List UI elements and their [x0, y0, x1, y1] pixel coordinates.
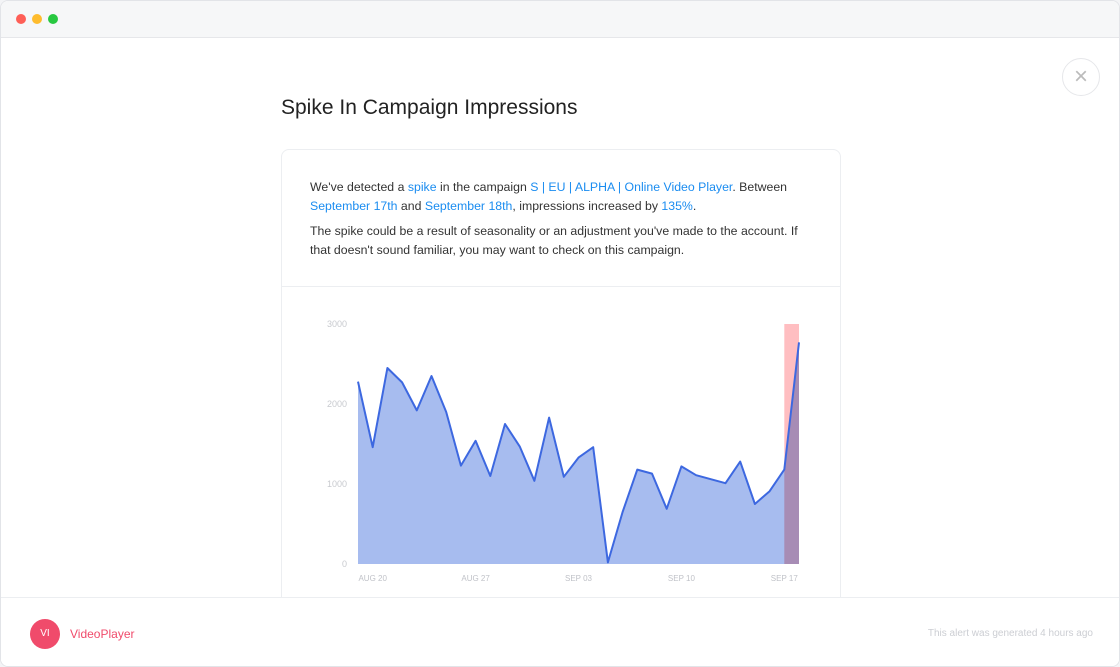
text: . Between	[732, 180, 788, 194]
campaign-link[interactable]: S | EU | ALPHA | Online Video Player	[530, 180, 733, 194]
end-date-link[interactable]: September 18th	[424, 198, 513, 213]
avatar: VI	[30, 619, 60, 649]
x-tick-label: AUG 20	[358, 574, 387, 583]
window-minimize-button[interactable]	[32, 14, 42, 24]
y-tick-label: 2000	[327, 399, 347, 409]
generated-timestamp: This alert was generated 4 hours ago	[927, 628, 1093, 639]
start-date-link[interactable]: September 17th	[310, 198, 398, 213]
text: We've detected a	[310, 180, 408, 194]
y-tick-label: 3000	[327, 319, 347, 329]
increase-percent: 135%	[661, 198, 693, 213]
footer: VI VideoPlayer This alert was generated …	[1, 597, 1119, 666]
window-maximize-button[interactable]	[48, 14, 58, 24]
area-fill	[358, 342, 799, 564]
account-name[interactable]: VideoPlayer	[70, 627, 135, 641]
alert-message: We've detected a spike in the campaign S…	[282, 150, 840, 287]
x-tick-label: SEP 17	[771, 574, 799, 583]
x-tick-label: SEP 03	[565, 574, 593, 583]
spike-link[interactable]: spike	[407, 180, 437, 194]
x-tick-label: SEP 10	[668, 574, 696, 583]
x-tick-label: AUG 27	[461, 574, 490, 583]
message-paragraph-1: We've detected a spike in the campaign S…	[310, 178, 812, 215]
text: and	[397, 198, 425, 213]
text: , impressions increased by	[512, 198, 662, 213]
text: in the campaign	[436, 180, 531, 194]
y-tick-label: 0	[342, 559, 347, 569]
spike-highlight	[784, 324, 799, 564]
text: .	[692, 198, 697, 213]
page-title: Spike In Campaign Impressions	[281, 96, 578, 119]
message-paragraph-2: The spike could be a result of seasonali…	[310, 224, 798, 257]
title-bar	[1, 1, 1119, 38]
close-icon[interactable]: ×	[1062, 58, 1100, 96]
window-close-button[interactable]	[16, 14, 26, 24]
y-tick-label: 1000	[327, 479, 347, 489]
alert-card: We've detected a spike in the campaign S…	[281, 149, 841, 619]
